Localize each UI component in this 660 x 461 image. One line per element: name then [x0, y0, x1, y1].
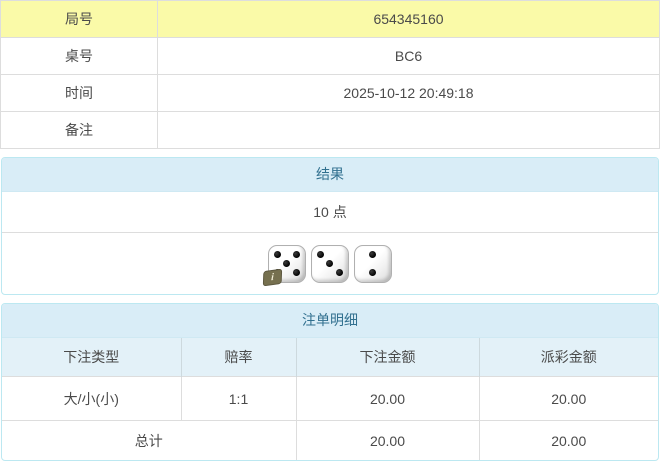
round-number-row: 局号 654345160	[1, 1, 659, 38]
table-number-row: 桌号 BC6	[1, 38, 659, 75]
bet-type-cell: 大/小(小)	[2, 376, 181, 421]
total-payout-cell: 20.00	[478, 420, 658, 460]
table-number-label: 桌号	[1, 38, 158, 74]
remark-value	[158, 112, 659, 148]
image-info-badge-icon: i	[262, 268, 283, 286]
bet-row: 大/小(小) 1:1 20.00 20.00	[2, 376, 658, 421]
odds-cell: 1:1	[180, 376, 296, 421]
total-label-cell: 总计	[2, 420, 296, 460]
round-number-label: 局号	[1, 1, 158, 37]
remark-label: 备注	[1, 112, 158, 148]
bet-amount-cell: 20.00	[295, 376, 479, 421]
round-info-table: 局号 654345160 桌号 BC6 时间 2025-10-12 20:49:…	[0, 0, 660, 149]
dice-row: i	[2, 233, 658, 294]
die-3-icon	[311, 244, 349, 283]
col-bet-type: 下注类型	[2, 338, 181, 377]
result-points: 10 点	[2, 192, 658, 233]
total-row: 总计 20.00 20.00	[2, 420, 658, 460]
round-number-value: 654345160	[373, 11, 444, 27]
result-panel-title: 结果	[2, 158, 658, 192]
bets-table: 下注类型 赔率 下注金额 派彩金额 大/小(小) 1:1 20.00 20.00…	[2, 338, 658, 460]
bets-panel-title: 注单明细	[2, 304, 658, 338]
time-label: 时间	[1, 75, 158, 111]
bets-header-row: 下注类型 赔率 下注金额 派彩金额	[2, 338, 658, 377]
remark-row: 备注	[1, 112, 659, 149]
die-2-icon	[354, 244, 392, 283]
col-bet-amount: 下注金额	[295, 338, 479, 377]
die-5-icon: i	[262, 244, 306, 286]
total-bet-amount-cell: 20.00	[295, 420, 479, 460]
payout-cell: 20.00	[478, 376, 658, 421]
table-number-value: BC6	[394, 48, 423, 64]
col-payout: 派彩金额	[478, 338, 658, 377]
time-row: 时间 2025-10-12 20:49:18	[1, 75, 659, 112]
result-panel: 结果 10 点 i	[1, 157, 659, 295]
time-value: 2025-10-12 20:49:18	[343, 85, 474, 101]
col-odds: 赔率	[180, 338, 296, 377]
bets-panel: 注单明细 下注类型 赔率 下注金额 派彩金额 大/小(小) 1:1 20.00 …	[1, 303, 659, 461]
